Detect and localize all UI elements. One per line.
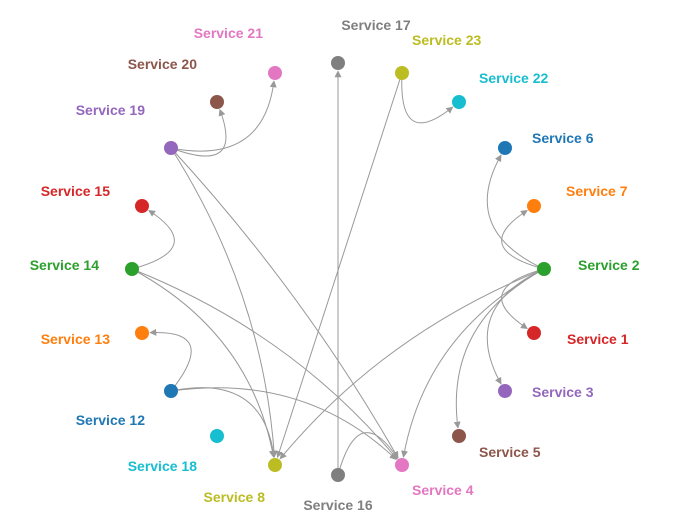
- node-s21[interactable]: [268, 66, 282, 80]
- node-s6[interactable]: [498, 141, 512, 155]
- node-label-s23: Service 23: [412, 32, 481, 48]
- node-label-s4: Service 4: [412, 482, 474, 498]
- edge-s2-to-s1: [501, 268, 545, 330]
- node-s5[interactable]: [452, 429, 466, 443]
- edge-s14-to-s4: [131, 268, 398, 460]
- node-s17[interactable]: [331, 56, 345, 70]
- node-label-s17: Service 17: [341, 17, 410, 33]
- node-label-s19: Service 19: [76, 102, 145, 118]
- node-label-s1: Service 1: [567, 331, 629, 347]
- node-label-s6: Service 6: [532, 130, 594, 146]
- edge-s14-to-s15: [131, 209, 175, 270]
- edge-s12-to-s13: [149, 328, 192, 392]
- node-label-s14: Service 14: [30, 257, 99, 273]
- node-s16[interactable]: [331, 468, 345, 482]
- node-label-s15: Service 15: [41, 183, 110, 199]
- edge-s19-to-s21: [170, 80, 277, 152]
- node-s1[interactable]: [527, 326, 541, 340]
- node-s23[interactable]: [395, 66, 409, 80]
- node-label-s12: Service 12: [76, 412, 145, 428]
- edge-s2-to-s7: [501, 209, 545, 270]
- node-s20[interactable]: [210, 95, 224, 109]
- edge-s2-to-s4: [401, 268, 545, 458]
- edges-layer: [131, 70, 545, 476]
- node-label-s18: Service 18: [128, 458, 197, 474]
- node-label-s21: Service 21: [194, 25, 263, 41]
- node-label-s8: Service 8: [204, 489, 266, 505]
- node-label-s20: Service 20: [128, 56, 197, 72]
- edge-s2-to-s6: [486, 154, 545, 270]
- node-s4[interactable]: [395, 458, 409, 472]
- node-label-s7: Service 7: [566, 183, 628, 199]
- edge-s16-to-s4: [337, 432, 399, 476]
- nodes-layer: [125, 56, 551, 482]
- node-s8[interactable]: [268, 458, 282, 472]
- edge-s12-to-s4: [170, 387, 397, 460]
- node-label-s3: Service 3: [532, 384, 594, 400]
- node-label-s13: Service 13: [41, 331, 110, 347]
- edge-s23-to-s22: [401, 72, 454, 124]
- node-s19[interactable]: [164, 141, 178, 155]
- node-s22[interactable]: [452, 95, 466, 109]
- node-label-s16: Service 16: [303, 497, 372, 513]
- node-s14[interactable]: [125, 262, 139, 276]
- edge-s14-to-s8: [131, 268, 276, 458]
- node-s3[interactable]: [498, 384, 512, 398]
- node-label-s22: Service 22: [479, 70, 548, 86]
- node-s2[interactable]: [537, 262, 551, 276]
- node-s18[interactable]: [210, 429, 224, 443]
- node-s13[interactable]: [135, 326, 149, 340]
- node-s12[interactable]: [164, 384, 178, 398]
- edge-s12-to-s8: [170, 387, 277, 458]
- node-label-s5: Service 5: [479, 444, 541, 460]
- node-s15[interactable]: [135, 199, 149, 213]
- node-label-s2: Service 2: [578, 257, 640, 273]
- node-s7[interactable]: [527, 199, 541, 213]
- edge-s2-to-s5: [453, 268, 545, 429]
- edge-s19-to-s4: [170, 147, 399, 459]
- edge-s2-to-s8: [279, 268, 545, 460]
- edge-s19-to-s8: [170, 147, 278, 458]
- edge-s19-to-s20: [170, 108, 227, 157]
- labels-layer: Service 1 Service 2 Service 3 Service 4 Serv…: [30, 17, 640, 513]
- edge-s23-to-s8: [276, 72, 403, 459]
